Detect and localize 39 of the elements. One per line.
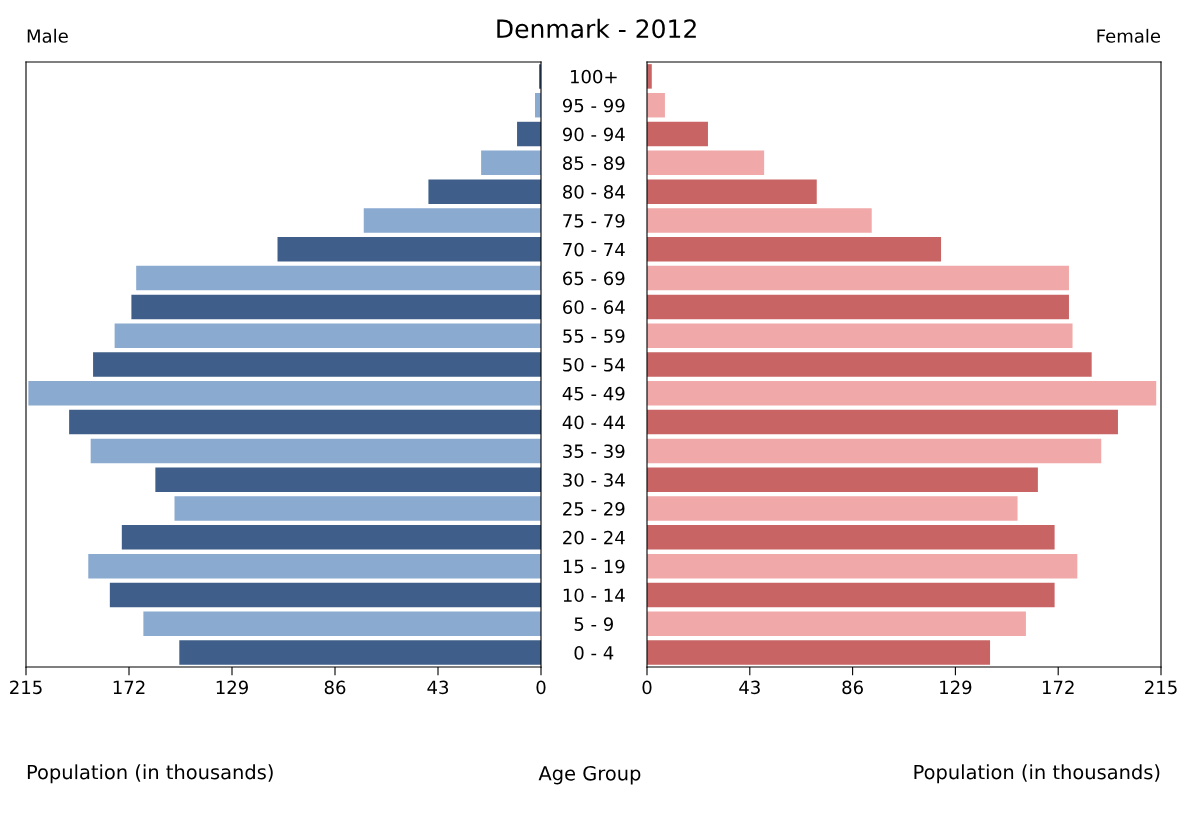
y-tick-label: 0 - 4 [574,646,614,660]
y-tick-label: 15 - 19 [563,559,625,574]
x-tick-label: 0 [536,680,546,695]
y-tick-label: 85 - 89 [563,156,625,170]
x-tick-label: 215 [1145,680,1177,695]
x-tick-label: 43 [739,680,760,695]
x-axis-title: Population (in thousands) [914,764,1160,784]
y-tick-label: 5 - 9 [574,617,613,631]
y-tick-label: 70 - 74 [563,242,625,257]
y-tick-label: 30 - 34 [563,473,625,487]
y-tick-label: 90 - 94 [562,127,625,142]
y-tick-label: 20 - 24 [563,530,625,545]
x-tick-label: 86 [842,680,863,695]
y-tick-label: 80 - 84 [563,185,625,199]
x-tick-label: 86 [324,680,346,695]
y-tick-label: 25 - 29 [563,502,625,516]
y-tick-label: 60 - 64 [563,300,625,314]
y-tick-label: 35 - 39 [563,444,625,459]
x-tick-label: 215 [10,680,42,695]
y-tick-label: 65 - 69 [563,271,625,286]
y-tick-label: 10 - 14 [563,588,625,603]
text: Denmark - 2012 [497,18,696,39]
y-tick-label: 95 - 99 [562,98,625,113]
x-tick-label: 172 [1042,680,1074,694]
x-tick-label: 172 [113,680,145,694]
y-tick-label: 45 - 49 [562,386,625,401]
y-tick-label: 50 - 54 [563,357,625,372]
y-tick-label: 55 - 59 [563,329,625,343]
x-tick-label: 129 [940,680,972,695]
x-tick-label: 43 [427,680,449,695]
y-tick-label: 75 - 79 [563,213,625,228]
x-axis-title: Population (in thousands) [27,764,273,784]
x-tick-label: 129 [216,680,248,695]
chart-title: Female [1097,28,1161,43]
y-axis-title: Age Group [538,765,641,785]
y-tick-label: 100+ [570,69,617,84]
y-tick-label: 40 - 44 [562,415,625,430]
chart-title: Male [27,28,68,43]
x-tick-label: 0 [642,680,652,695]
